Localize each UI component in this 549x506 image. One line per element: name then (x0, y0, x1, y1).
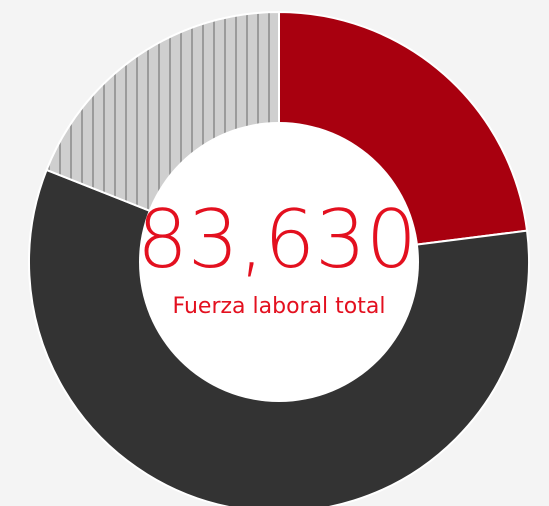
donut-hole (139, 122, 419, 402)
center-label: Fuerza laboral total (173, 294, 386, 319)
center-total: 83,630 (137, 193, 417, 286)
